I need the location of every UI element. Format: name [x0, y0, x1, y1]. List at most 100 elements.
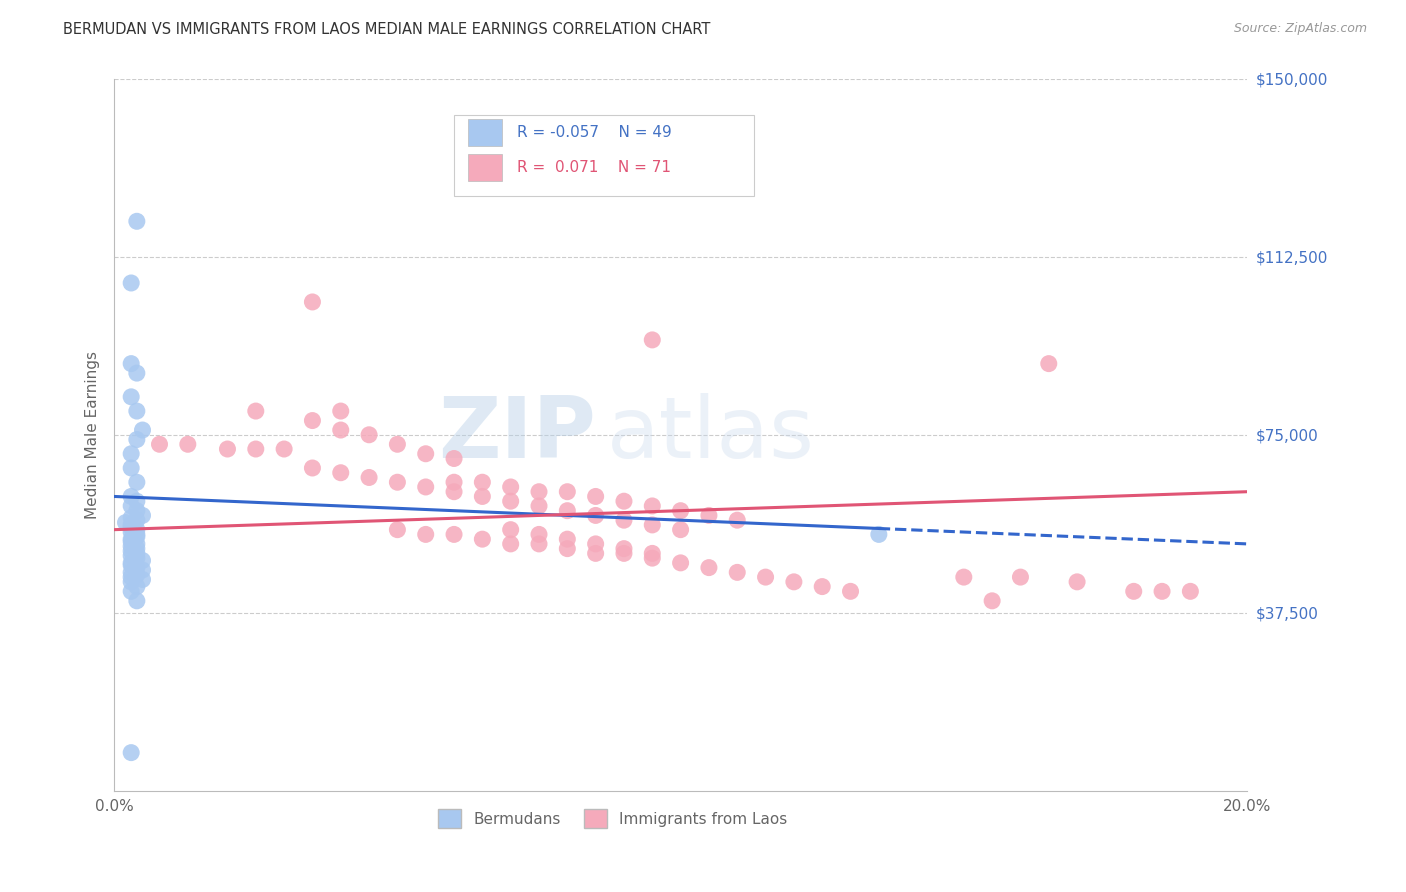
- Point: [697, 508, 720, 523]
- Point: [125, 433, 148, 447]
- Point: [783, 574, 806, 589]
- Point: [641, 333, 664, 347]
- Point: [868, 527, 890, 541]
- Point: [125, 366, 148, 380]
- Point: [585, 508, 607, 523]
- Point: [471, 532, 494, 546]
- Point: [114, 516, 136, 530]
- Point: [1066, 574, 1088, 589]
- Point: [120, 544, 142, 558]
- Point: [120, 524, 142, 539]
- FancyBboxPatch shape: [454, 114, 754, 196]
- Point: [527, 484, 550, 499]
- Point: [415, 527, 437, 541]
- Point: [120, 517, 142, 532]
- Point: [125, 530, 148, 544]
- FancyBboxPatch shape: [468, 119, 502, 146]
- Point: [981, 594, 1004, 608]
- Point: [120, 276, 142, 290]
- Point: [669, 523, 692, 537]
- Point: [527, 537, 550, 551]
- Point: [301, 295, 323, 310]
- Point: [125, 523, 148, 537]
- Point: [120, 584, 142, 599]
- Point: [811, 580, 834, 594]
- Point: [125, 537, 148, 551]
- Text: R = -0.057    N = 49: R = -0.057 N = 49: [517, 125, 672, 140]
- Point: [120, 746, 142, 760]
- Point: [471, 475, 494, 490]
- Point: [557, 504, 579, 518]
- Point: [755, 570, 778, 584]
- Point: [131, 573, 153, 587]
- Point: [131, 563, 153, 577]
- Point: [125, 527, 148, 541]
- Point: [120, 499, 142, 513]
- Point: [641, 517, 664, 532]
- Point: [1152, 584, 1174, 599]
- Point: [125, 214, 148, 228]
- Text: Source: ZipAtlas.com: Source: ZipAtlas.com: [1233, 22, 1367, 36]
- Point: [697, 560, 720, 574]
- Y-axis label: Median Male Earnings: Median Male Earnings: [86, 351, 100, 519]
- Point: [125, 594, 148, 608]
- Point: [120, 510, 142, 524]
- Point: [120, 461, 142, 475]
- Point: [557, 541, 579, 556]
- Point: [471, 490, 494, 504]
- Point: [387, 523, 409, 537]
- Point: [443, 451, 465, 466]
- Point: [443, 527, 465, 541]
- Point: [120, 357, 142, 371]
- Point: [1010, 570, 1032, 584]
- Point: [499, 537, 522, 551]
- Text: ZIP: ZIP: [437, 393, 596, 476]
- Point: [120, 532, 142, 546]
- Point: [1038, 357, 1060, 371]
- Text: BERMUDAN VS IMMIGRANTS FROM LAOS MEDIAN MALE EARNINGS CORRELATION CHART: BERMUDAN VS IMMIGRANTS FROM LAOS MEDIAN …: [63, 22, 710, 37]
- Point: [613, 541, 636, 556]
- Point: [120, 520, 142, 534]
- Point: [443, 475, 465, 490]
- Point: [387, 475, 409, 490]
- Point: [669, 556, 692, 570]
- Point: [953, 570, 976, 584]
- Point: [613, 546, 636, 560]
- Point: [131, 508, 153, 523]
- Point: [443, 484, 465, 499]
- Point: [131, 553, 153, 567]
- Point: [148, 437, 170, 451]
- Point: [585, 490, 607, 504]
- Point: [585, 546, 607, 560]
- Point: [120, 574, 142, 589]
- Point: [120, 570, 142, 584]
- Point: [120, 490, 142, 504]
- Point: [329, 466, 352, 480]
- Point: [387, 437, 409, 451]
- Point: [415, 447, 437, 461]
- Point: [839, 584, 862, 599]
- Point: [120, 539, 142, 553]
- Point: [527, 527, 550, 541]
- Point: [120, 566, 142, 580]
- Point: [359, 427, 381, 442]
- Point: [245, 404, 267, 418]
- Point: [131, 423, 153, 437]
- Point: [359, 470, 381, 484]
- Point: [669, 504, 692, 518]
- Point: [725, 513, 748, 527]
- Point: [641, 499, 664, 513]
- Point: [585, 537, 607, 551]
- Point: [301, 413, 323, 427]
- FancyBboxPatch shape: [468, 154, 502, 181]
- Point: [557, 532, 579, 546]
- Point: [641, 551, 664, 566]
- Point: [415, 480, 437, 494]
- Legend: Bermudans, Immigrants from Laos: Bermudans, Immigrants from Laos: [432, 804, 793, 834]
- Point: [125, 404, 148, 418]
- Point: [120, 558, 142, 573]
- Point: [120, 556, 142, 570]
- Point: [613, 494, 636, 508]
- Point: [613, 513, 636, 527]
- Point: [329, 423, 352, 437]
